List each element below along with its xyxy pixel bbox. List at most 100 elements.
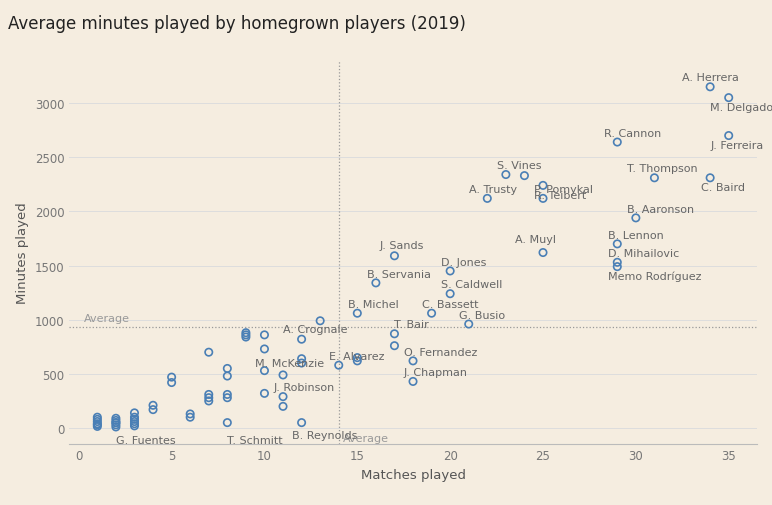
- Point: [221, 372, 233, 380]
- Point: [259, 331, 271, 339]
- Text: Average minutes played by homegrown players (2019): Average minutes played by homegrown play…: [8, 15, 466, 33]
- Text: A. Muyl: A. Muyl: [515, 234, 556, 244]
- Point: [611, 139, 624, 147]
- Point: [611, 263, 624, 271]
- Text: R. Teibert: R. Teibert: [533, 190, 586, 200]
- Point: [240, 333, 252, 341]
- Point: [221, 394, 233, 402]
- Text: A. Herrera: A. Herrera: [682, 73, 739, 83]
- Point: [259, 367, 271, 375]
- Text: Average: Average: [84, 313, 130, 323]
- Text: O. Fernandez: O. Fernandez: [404, 347, 477, 357]
- Point: [221, 365, 233, 373]
- Point: [110, 423, 122, 431]
- Point: [165, 373, 178, 381]
- Text: R. Cannon: R. Cannon: [604, 128, 662, 138]
- Text: B. Michel: B. Michel: [348, 299, 399, 309]
- Point: [128, 420, 141, 428]
- Point: [91, 413, 103, 421]
- Point: [147, 406, 159, 414]
- Text: J. Ferreira: J. Ferreira: [710, 140, 764, 150]
- Point: [110, 419, 122, 427]
- Point: [277, 371, 290, 379]
- Text: C. Bassett: C. Bassett: [422, 299, 479, 309]
- Point: [240, 331, 252, 339]
- Text: J. Chapman: J. Chapman: [404, 368, 468, 377]
- Point: [240, 329, 252, 337]
- Text: D. Jones: D. Jones: [441, 257, 486, 267]
- Point: [277, 402, 290, 411]
- Point: [165, 379, 178, 387]
- Point: [723, 132, 735, 140]
- Point: [296, 419, 308, 427]
- Y-axis label: Minutes played: Minutes played: [16, 201, 29, 304]
- Text: T. Bair: T. Bair: [394, 320, 429, 330]
- Point: [202, 397, 215, 405]
- Point: [128, 416, 141, 424]
- Point: [296, 359, 308, 367]
- Text: M. McKenzie: M. McKenzie: [256, 358, 324, 368]
- Point: [351, 354, 364, 362]
- Point: [91, 418, 103, 426]
- Point: [388, 342, 401, 350]
- Point: [128, 422, 141, 430]
- Text: S. Vines: S. Vines: [496, 161, 541, 171]
- Point: [296, 355, 308, 363]
- Point: [110, 419, 122, 427]
- Point: [462, 320, 475, 328]
- Point: [221, 391, 233, 399]
- Text: Average: Average: [343, 433, 388, 443]
- Point: [407, 378, 419, 386]
- Point: [518, 172, 530, 180]
- Point: [184, 410, 196, 418]
- Point: [351, 357, 364, 365]
- Text: G. Busio: G. Busio: [459, 310, 506, 320]
- Point: [91, 421, 103, 429]
- Point: [723, 94, 735, 103]
- Point: [630, 215, 642, 223]
- Point: [202, 394, 215, 402]
- Point: [333, 362, 345, 370]
- Point: [110, 417, 122, 425]
- Point: [91, 423, 103, 431]
- Point: [537, 249, 549, 257]
- Point: [370, 279, 382, 287]
- Point: [425, 310, 438, 318]
- Text: S. Caldwell: S. Caldwell: [441, 280, 503, 290]
- Text: A. Trusty: A. Trusty: [469, 185, 517, 194]
- Point: [704, 174, 716, 182]
- Text: B. Lennon: B. Lennon: [608, 230, 664, 240]
- Text: P. Pomykal: P. Pomykal: [533, 185, 593, 194]
- Point: [444, 267, 456, 275]
- Text: Memo Rodríguez: Memo Rodríguez: [608, 271, 702, 282]
- Text: T. Thompson: T. Thompson: [627, 164, 697, 174]
- Point: [388, 252, 401, 260]
- Point: [128, 418, 141, 426]
- Point: [351, 310, 364, 318]
- Point: [499, 171, 512, 179]
- Text: C. Baird: C. Baird: [701, 183, 745, 193]
- Text: J. Sands: J. Sands: [380, 241, 424, 251]
- Point: [128, 413, 141, 421]
- Point: [110, 415, 122, 423]
- Point: [444, 290, 456, 298]
- Point: [202, 348, 215, 357]
- Point: [259, 389, 271, 397]
- Text: M. Delgado: M. Delgado: [710, 103, 772, 113]
- Point: [296, 335, 308, 343]
- Text: D. Mihailovic: D. Mihailovic: [608, 248, 679, 259]
- Point: [91, 420, 103, 428]
- Text: A. Crognale: A. Crognale: [283, 324, 347, 334]
- Point: [221, 419, 233, 427]
- Point: [110, 421, 122, 429]
- Point: [277, 393, 290, 401]
- Point: [407, 357, 419, 365]
- Point: [481, 195, 493, 203]
- Point: [128, 409, 141, 417]
- Point: [91, 416, 103, 424]
- X-axis label: Matches played: Matches played: [361, 468, 466, 481]
- Point: [259, 345, 271, 353]
- Point: [611, 240, 624, 248]
- Text: B. Reynolds: B. Reynolds: [293, 430, 357, 440]
- Point: [388, 330, 401, 338]
